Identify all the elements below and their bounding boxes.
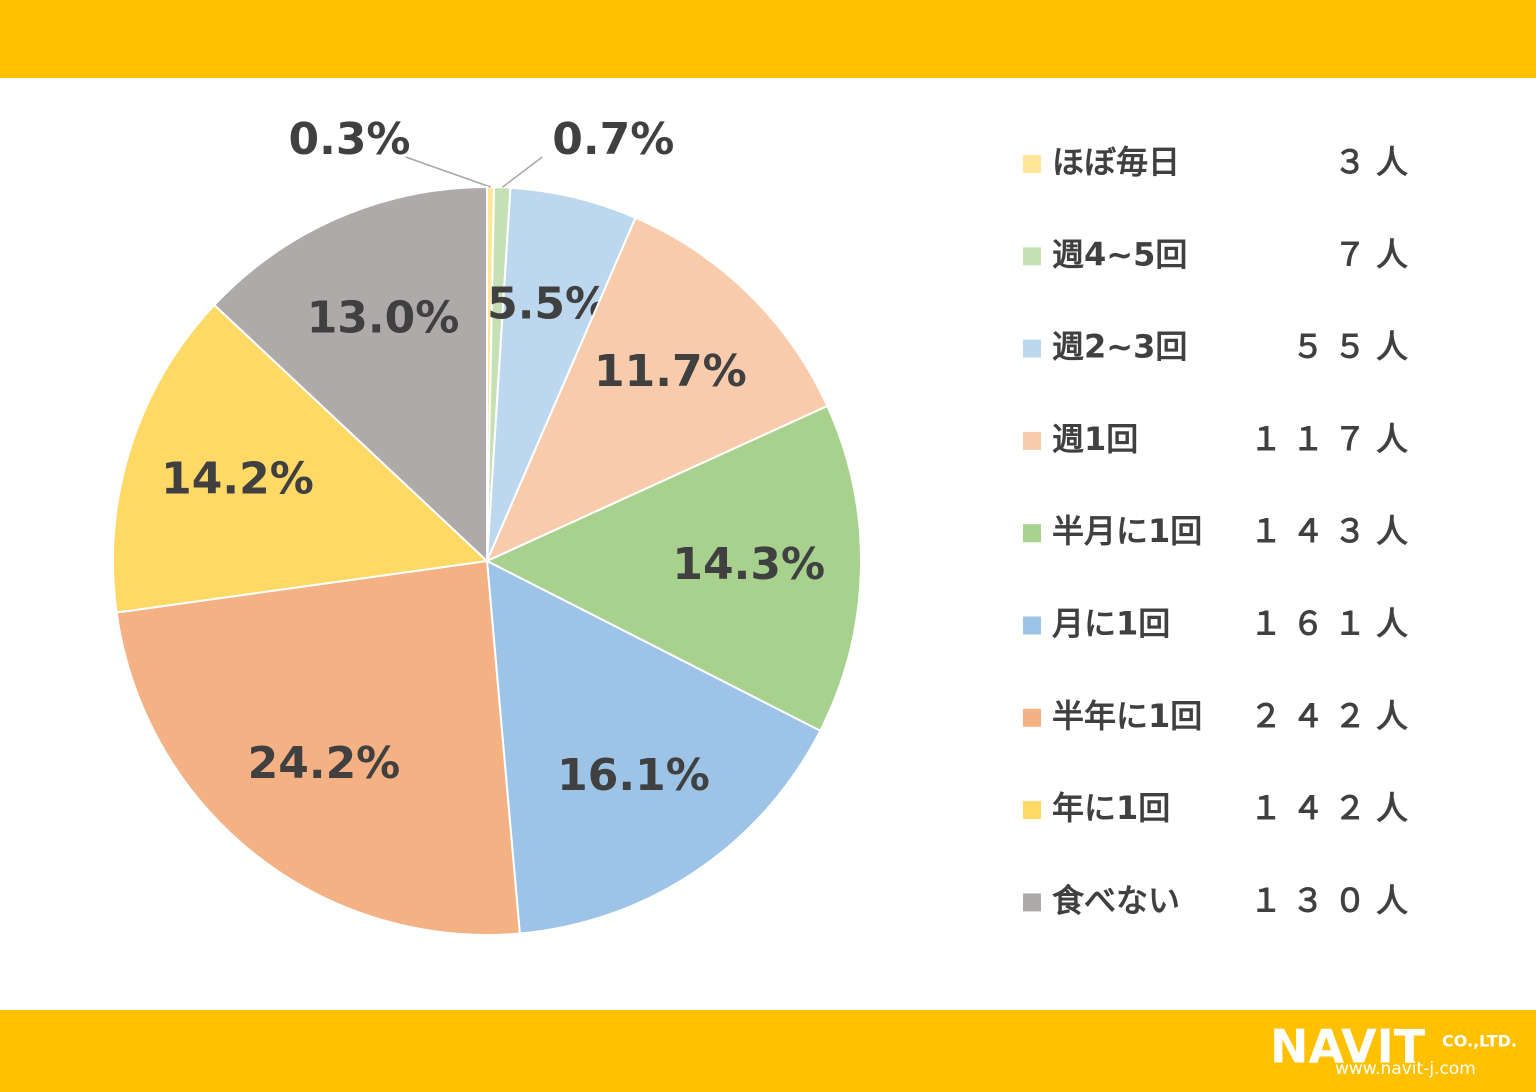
logo-name: NAVIT [1270,1020,1426,1074]
legend-count: ３人 [1334,143,1418,181]
logo-url: www.navit-j.com [1335,1059,1476,1079]
legend-label: 半月に1回 [1052,512,1202,550]
leader-line [501,156,543,188]
legend-count: １４２人 [1250,789,1418,827]
legend-label: 週1回 [1052,420,1138,458]
pie-slice [115,559,521,936]
pie-slice [485,216,829,563]
data-label: 0.7% [552,114,674,165]
data-label: 13.0% [307,293,460,344]
logo-suffix: CO.,LTD. [1442,1032,1517,1051]
data-label: 11.7% [594,346,747,397]
legend-swatch [1023,247,1041,266]
legend-label: 食べない [1052,881,1180,919]
legend-count: ７人 [1334,235,1418,273]
legend-count: ２４２人 [1250,697,1418,735]
legend-swatch [1023,616,1041,635]
legend-count: １３０人 [1250,881,1418,919]
pie-slice [212,185,488,564]
legend-count: １６１人 [1250,605,1418,643]
data-label: 14.3% [672,539,825,590]
legend-label: 月に1回 [1052,605,1170,643]
pie-slice [486,186,637,562]
pie-slice [112,303,490,614]
legend-label: 年に1回 [1052,789,1170,827]
legend-swatch [1023,524,1041,543]
pie-slice [485,559,822,935]
data-label: 14.2% [161,454,314,505]
legend-label: 週2~3回 [1052,328,1187,366]
legend-label: 半年に1回 [1052,697,1202,735]
legend-label: 週4~5回 [1052,235,1187,273]
legend-swatch [1023,339,1041,358]
data-label: 0.3% [288,114,410,165]
legend-count: １４３人 [1250,512,1418,550]
top-bar [0,0,1536,78]
legend-swatch [1023,801,1041,820]
data-label: 5.5% [487,278,609,329]
leader-line [405,156,491,188]
legend-swatch [1023,155,1041,173]
data-label: 16.1% [557,750,710,801]
bottom-bar [0,1010,1536,1092]
legend-label: ほぼ毎日 [1052,143,1180,181]
legend-count: １１７人 [1250,420,1418,458]
legend-count: ５５人 [1292,328,1418,366]
legend-swatch [1023,893,1041,912]
pie-slice [484,404,862,733]
data-label: 24.2% [248,738,401,789]
legend-swatch [1023,431,1041,450]
legend-swatch [1023,708,1041,727]
